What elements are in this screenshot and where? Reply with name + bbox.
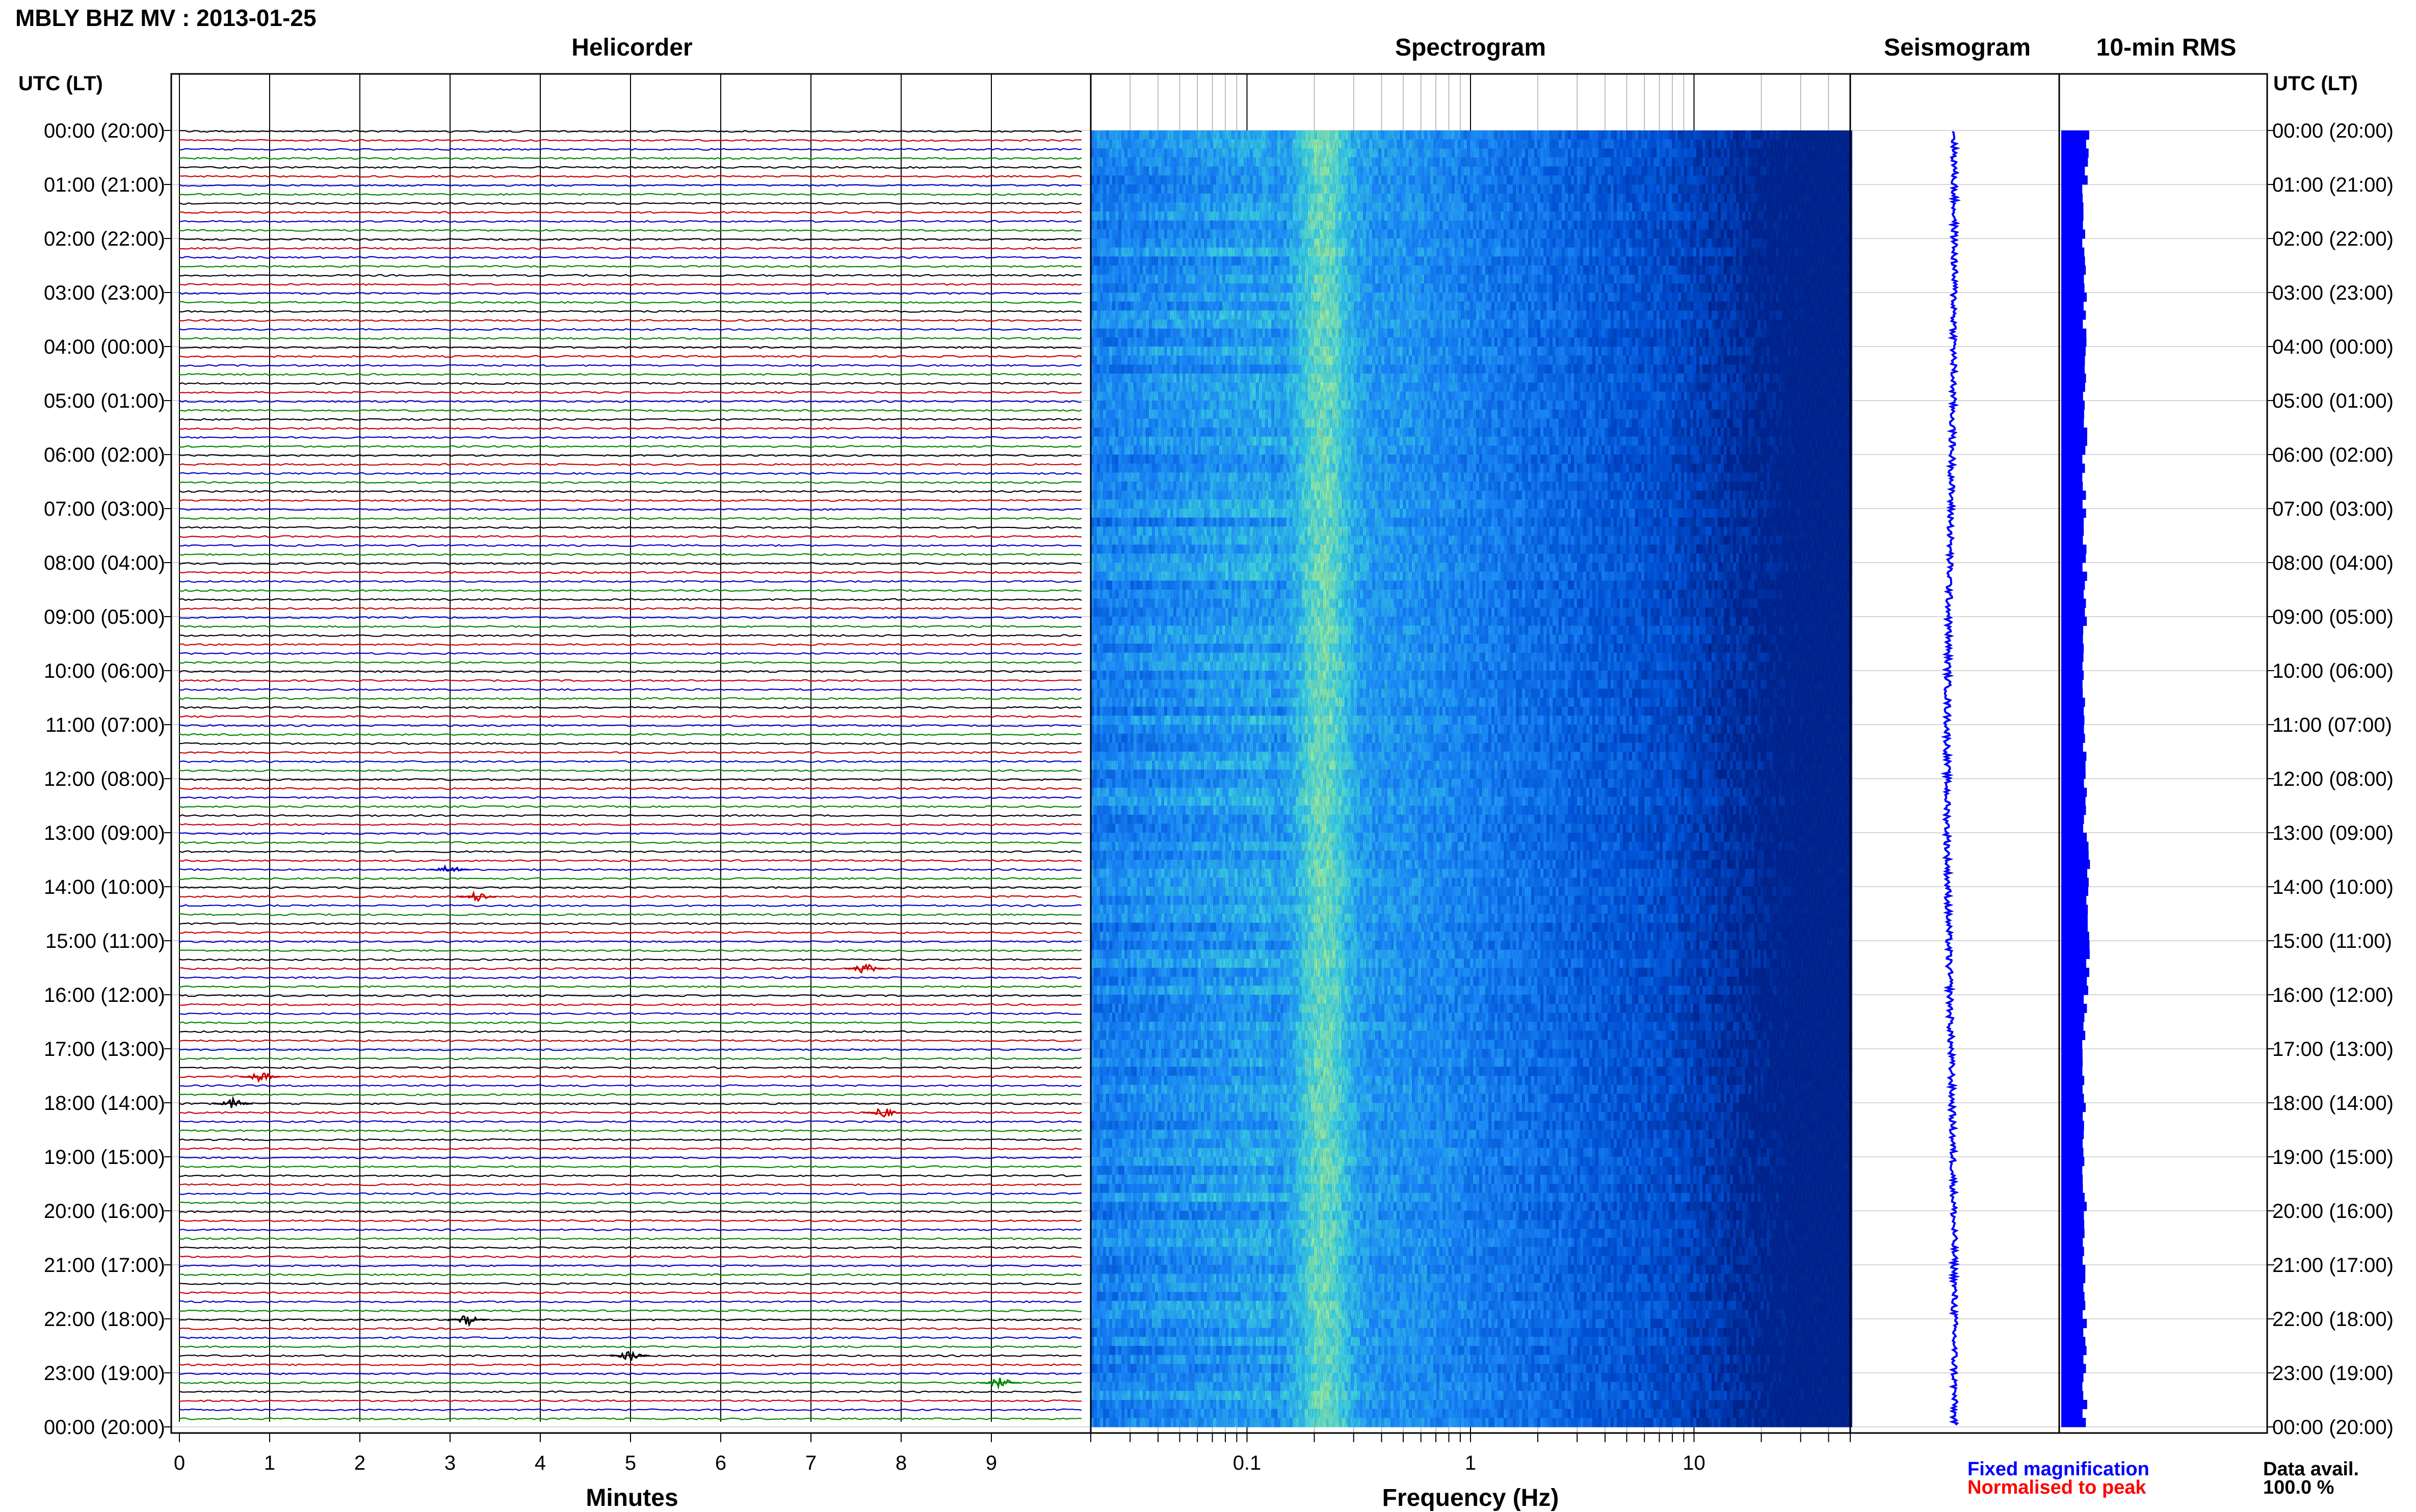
spectrogram-layer [1091, 130, 1852, 1427]
